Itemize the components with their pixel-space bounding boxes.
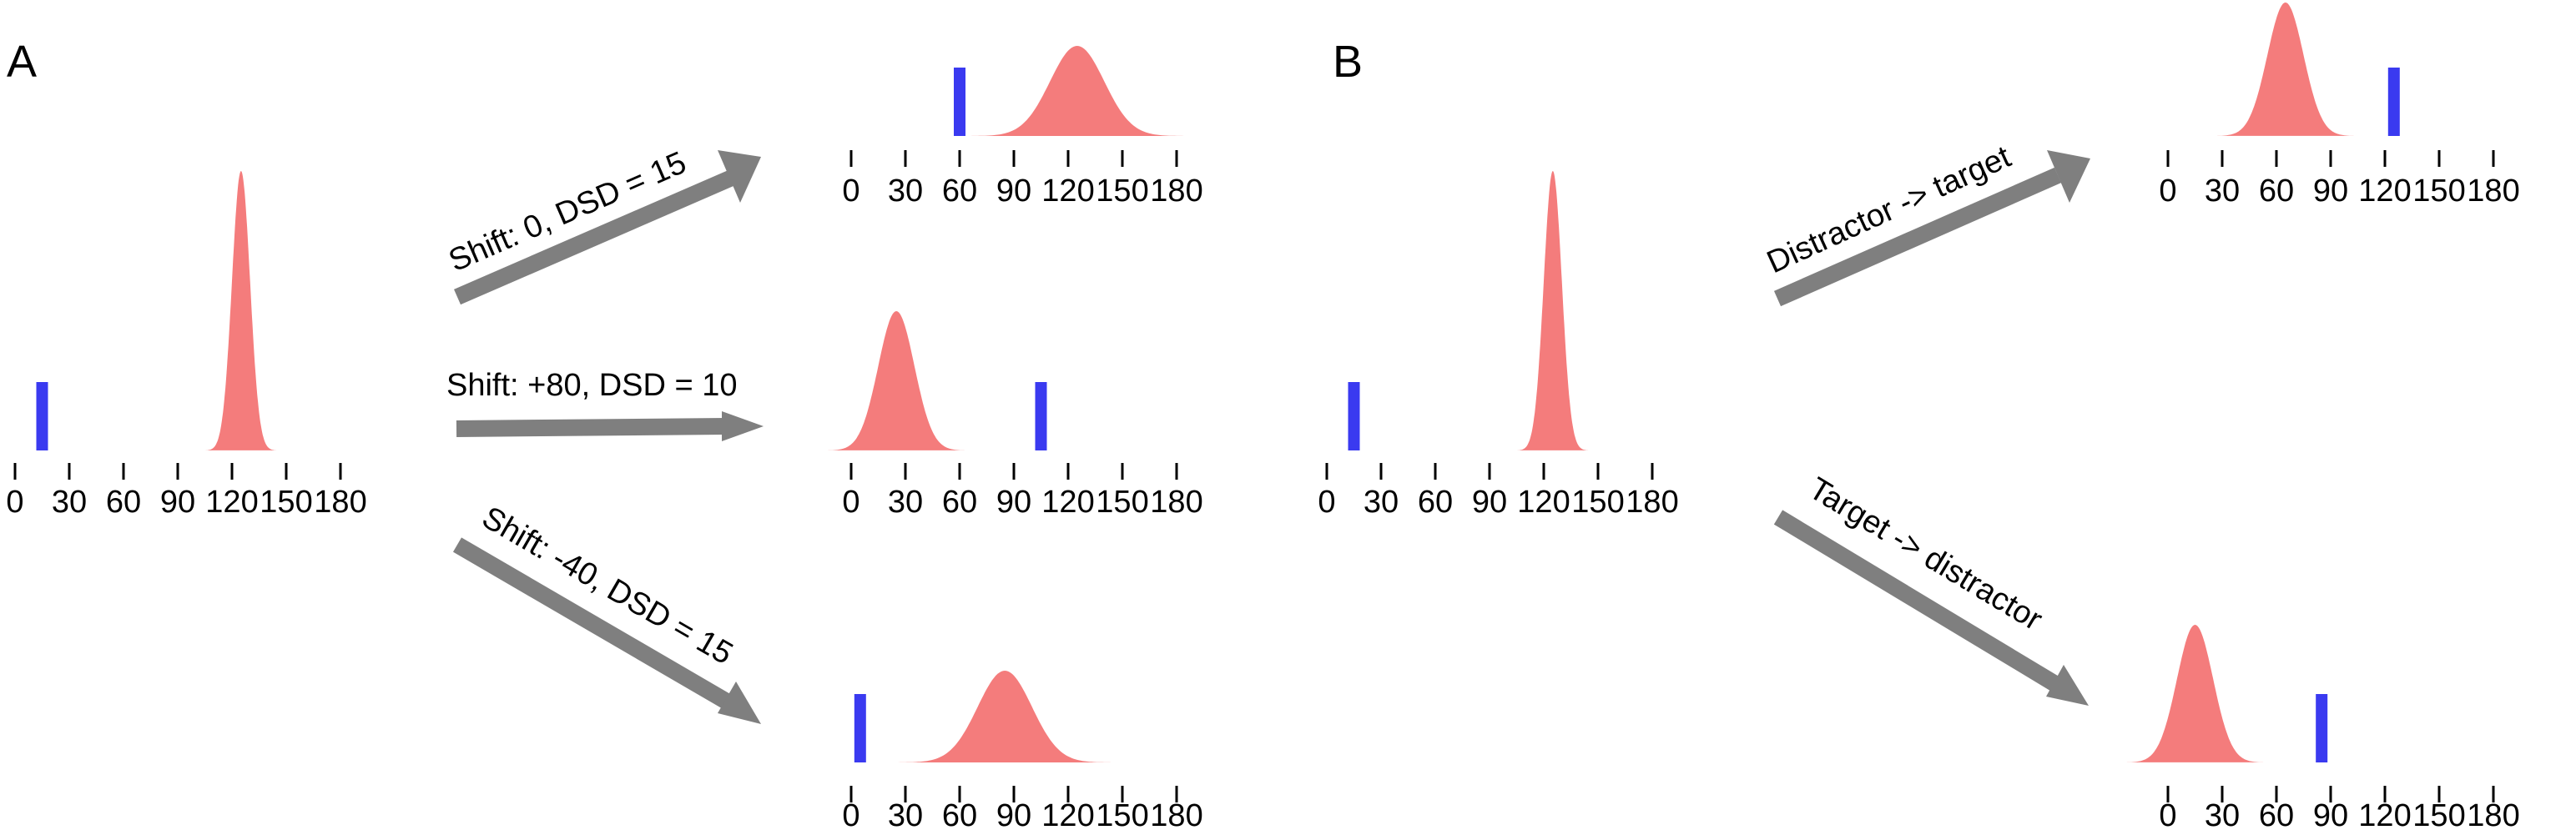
tick-label: 30 (888, 485, 923, 520)
tick-label: 60 (1418, 485, 1453, 520)
plot-b-distractor-target: 0 30 60 90 120 150 180 (2159, 3, 2520, 209)
tick-label: 150 (1096, 174, 1148, 209)
tick-label: 90 (1472, 485, 1507, 520)
distribution-curve (824, 311, 969, 450)
tick-label: 120 (2358, 174, 2411, 209)
panel-label-b: B (1333, 37, 1363, 87)
tick-label: 60 (942, 174, 977, 209)
distribution-curve (2122, 625, 2268, 762)
tick-label: 90 (2313, 798, 2348, 830)
tick-label: 120 (205, 485, 258, 520)
tick-label: 120 (2358, 798, 2411, 830)
tick-label: 120 (1517, 485, 1570, 520)
tick-label: 120 (1041, 485, 1094, 520)
tick-label: 90 (996, 485, 1031, 520)
tick-label: 30 (52, 485, 87, 520)
plot-a-shift-plus80: 0 30 60 90 120 150 180 (824, 311, 1203, 520)
distribution-curve (2213, 3, 2358, 136)
tick-label: 150 (260, 485, 312, 520)
tick-label: 30 (2205, 174, 2240, 209)
tick-label: 150 (1571, 485, 1624, 520)
marker-bar (854, 694, 866, 762)
plot-b-source: 0 30 60 90 120 150 180 (1318, 171, 1679, 520)
tick-label: 60 (2259, 798, 2294, 830)
tick-label: 60 (942, 798, 977, 830)
tick-label: 30 (888, 798, 923, 830)
marker-bar (1035, 382, 1047, 450)
tick-label: 120 (1041, 798, 1094, 830)
arrow-shift-minus40: Shift: -40, DSD = 15 (452, 500, 761, 724)
distribution-curve (204, 171, 278, 450)
tick-label: 30 (1364, 485, 1399, 520)
tick-label: 90 (2313, 174, 2348, 209)
tick-label: 90 (996, 174, 1031, 209)
marker-bar (1348, 382, 1360, 450)
tick-label: 180 (2467, 798, 2519, 830)
tick-label: 0 (842, 485, 860, 520)
marker-bar (36, 382, 48, 450)
tick-label: 150 (1096, 485, 1148, 520)
tick-label: 90 (160, 485, 195, 520)
marker-bar (2316, 694, 2328, 762)
arrow-shift-0: Shift: 0, DSD = 15 (444, 145, 761, 305)
tick-label: 180 (1150, 798, 1202, 830)
tick-label: 180 (2467, 174, 2519, 209)
arrow-distractor-target: Distractor -> target (1762, 139, 2090, 307)
tick-label: 180 (1150, 485, 1202, 520)
tick-label: 0 (842, 174, 860, 209)
tick-label: 60 (106, 485, 141, 520)
tick-label: 90 (996, 798, 1031, 830)
tick-label: 0 (6, 485, 23, 520)
marker-bar (2387, 68, 2400, 136)
tick-label: 180 (314, 485, 366, 520)
arrow-label-shift-plus80: Shift: +80, DSD = 10 (446, 368, 738, 403)
tick-label: 180 (1150, 174, 1202, 209)
distribution-curve (1516, 171, 1590, 450)
tick-label: 30 (888, 174, 923, 209)
tick-label: 0 (1318, 485, 1335, 520)
tick-label: 60 (942, 485, 977, 520)
distribution-curve (896, 671, 1114, 762)
tick-label: 120 (1041, 174, 1094, 209)
panel-label-a: A (7, 37, 37, 87)
plot-a-source: 0 30 60 90 120 150 180 (6, 171, 367, 520)
tick-label: 60 (2259, 174, 2294, 209)
tick-label: 0 (2159, 798, 2176, 830)
plot-a-shift-minus40: 0 30 60 90 120 150 180 (842, 671, 1203, 830)
distribution-curve (968, 46, 1186, 136)
plot-a-shift-0: 0 30 60 90 120 150 180 (842, 46, 1203, 209)
tick-label: 0 (842, 798, 860, 830)
arrow-shift-plus80: Shift: +80, DSD = 10 (446, 368, 764, 441)
marker-bar (954, 68, 965, 136)
tick-label: 150 (1096, 798, 1148, 830)
tick-label: 30 (2205, 798, 2240, 830)
tick-label: 150 (2412, 798, 2465, 830)
arrow-target-distractor: Target -> distractor (1773, 471, 2089, 706)
tick-label: 0 (2159, 174, 2176, 209)
tick-label: 150 (2412, 174, 2465, 209)
plot-b-target-distractor: 0 30 60 90 120 150 180 (2122, 625, 2520, 830)
tick-label: 180 (1626, 485, 1678, 520)
